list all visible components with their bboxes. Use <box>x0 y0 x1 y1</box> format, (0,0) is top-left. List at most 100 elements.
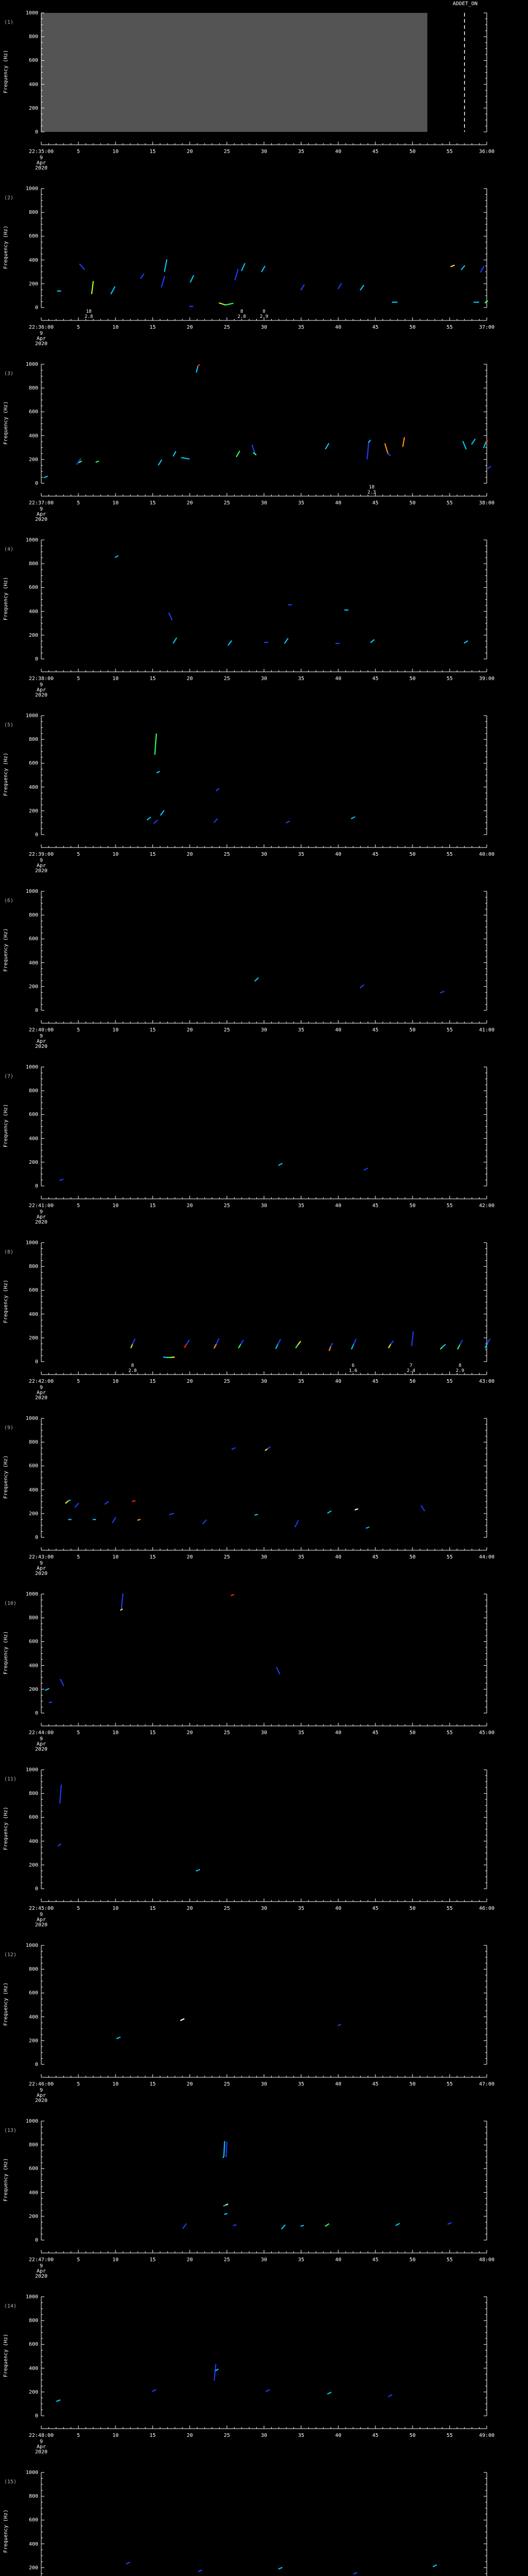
x-tick-label: 15 <box>149 1203 156 1209</box>
x-tick-label: 25 <box>223 500 230 506</box>
detection <box>140 273 145 279</box>
x-start-time-label: 22:36:00 <box>28 325 54 330</box>
date-line: 9 <box>39 1736 43 1742</box>
y-tick-label: 1000 <box>25 362 38 367</box>
detection <box>111 1517 117 1523</box>
y-tick-label: 600 <box>28 1112 38 1118</box>
spectrogram-panel-15: (15)Frequency (Hz)1000800600400200022:49… <box>0 2460 528 2576</box>
x-tick-label: 5 <box>76 1554 80 1560</box>
detection <box>281 2224 286 2230</box>
x-tick-label: 5 <box>76 1203 80 1209</box>
x-tick-label: 55 <box>446 2433 453 2438</box>
detection <box>328 1345 332 1351</box>
date-line: 9 <box>39 1561 43 1566</box>
y-tick-label: 400 <box>28 2014 38 2020</box>
detection-annotation: 8 2.8 <box>237 309 246 319</box>
detection <box>216 788 220 792</box>
detection-annotation: 8 2.9 <box>259 309 269 319</box>
x-start-time-label: 22:42:00 <box>28 1379 54 1384</box>
x-tick-label: 35 <box>298 852 305 857</box>
x-end-time-label: 43:00 <box>478 1379 495 1384</box>
date-line: Apr <box>36 1566 46 1571</box>
detection <box>457 1344 461 1350</box>
panel-number: (14) <box>4 2303 17 2309</box>
detection <box>480 265 485 273</box>
x-tick-label: 30 <box>260 1203 268 1209</box>
date-line: 9 <box>39 331 43 336</box>
x-tick-label: 25 <box>223 2257 230 2263</box>
x-tick-label: 20 <box>186 1730 193 1736</box>
x-tick-label: 50 <box>409 1027 416 1033</box>
x-tick-label: 25 <box>223 1906 230 1911</box>
y-tick-label: 1000 <box>25 2294 38 2300</box>
x-tick-label: 20 <box>186 1027 193 1033</box>
panel-number: (1) <box>4 20 14 25</box>
detection <box>462 440 467 450</box>
panel-number: (13) <box>4 2128 17 2133</box>
detection-annotation: 18 2.3 <box>367 485 376 495</box>
detection <box>172 637 177 644</box>
y-tick-label: 800 <box>28 385 38 392</box>
x-tick-label: 20 <box>186 1203 193 1209</box>
x-tick-label: 55 <box>446 676 453 682</box>
panel-plot <box>41 539 487 672</box>
detection <box>363 1167 368 1171</box>
x-tick-label: 45 <box>372 500 379 506</box>
y-tick-label: 1000 <box>25 889 38 894</box>
detection <box>277 1338 282 1345</box>
x-tick-label: 50 <box>409 2433 416 2438</box>
detection <box>197 2569 203 2572</box>
detection <box>95 460 100 463</box>
x-tick-label: 30 <box>260 1730 268 1736</box>
y-tick-label: 200 <box>28 2565 38 2571</box>
x-tick-label: 25 <box>223 2433 230 2438</box>
y-tick-label: 800 <box>28 2142 38 2148</box>
detection <box>284 638 289 644</box>
y-tick-label: 1000 <box>25 1943 38 1948</box>
y-axis-title: Frequency (Hz) <box>3 1982 9 2026</box>
x-tick-label: 5 <box>76 1906 80 1911</box>
detection <box>163 1357 169 1359</box>
detection <box>330 1343 333 1347</box>
detection <box>79 263 86 270</box>
x-tick-label: 40 <box>335 2081 342 2087</box>
x-tick-label: 10 <box>112 325 119 330</box>
y-tick-label: 800 <box>28 210 38 216</box>
y-tick-label: 200 <box>28 1511 38 1517</box>
detection <box>241 263 246 272</box>
panel-plot <box>41 1242 491 1375</box>
x-tick-label: 10 <box>112 1027 119 1033</box>
x-tick-label: 20 <box>186 500 193 506</box>
x-tick-label: 5 <box>76 2081 80 2087</box>
y-tick-label: 1000 <box>25 1240 38 1246</box>
x-tick-label: 50 <box>409 1906 416 1911</box>
x-end-time-label: 49:00 <box>478 2433 495 2438</box>
detection <box>231 1447 236 1450</box>
detection <box>327 1510 332 1514</box>
x-tick-label: 10 <box>112 500 119 506</box>
y-tick-label: 600 <box>28 409 38 415</box>
x-tick-label: 30 <box>260 500 268 506</box>
y-tick-label: 400 <box>28 608 38 615</box>
y-tick-label: 200 <box>28 2389 38 2395</box>
detection <box>370 639 375 643</box>
detection-annotation: 6 1.6 <box>349 1363 357 1374</box>
x-tick-label: 20 <box>186 325 193 330</box>
x-end-time-label: 44:00 <box>478 1554 495 1560</box>
y-tick-label: 0 <box>35 305 38 311</box>
detection <box>146 816 152 821</box>
x-end-time-label: 37:00 <box>478 325 495 330</box>
x-tick-label: 30 <box>260 1554 268 1560</box>
detection <box>213 1343 218 1349</box>
x-start-time-label: 22:46:00 <box>28 2081 54 2087</box>
y-tick-label: 400 <box>28 1311 38 1317</box>
detection <box>180 457 190 460</box>
date-line: Apr <box>36 160 46 166</box>
x-tick-label: 45 <box>372 2257 379 2263</box>
detection <box>294 1520 299 1528</box>
x-tick-label: 10 <box>112 1906 119 1911</box>
nodata-region <box>41 13 427 132</box>
x-end-time-label: 48:00 <box>478 2257 495 2263</box>
x-end-time-label: 42:00 <box>478 1203 495 1209</box>
x-tick-label: 10 <box>112 2433 119 2438</box>
